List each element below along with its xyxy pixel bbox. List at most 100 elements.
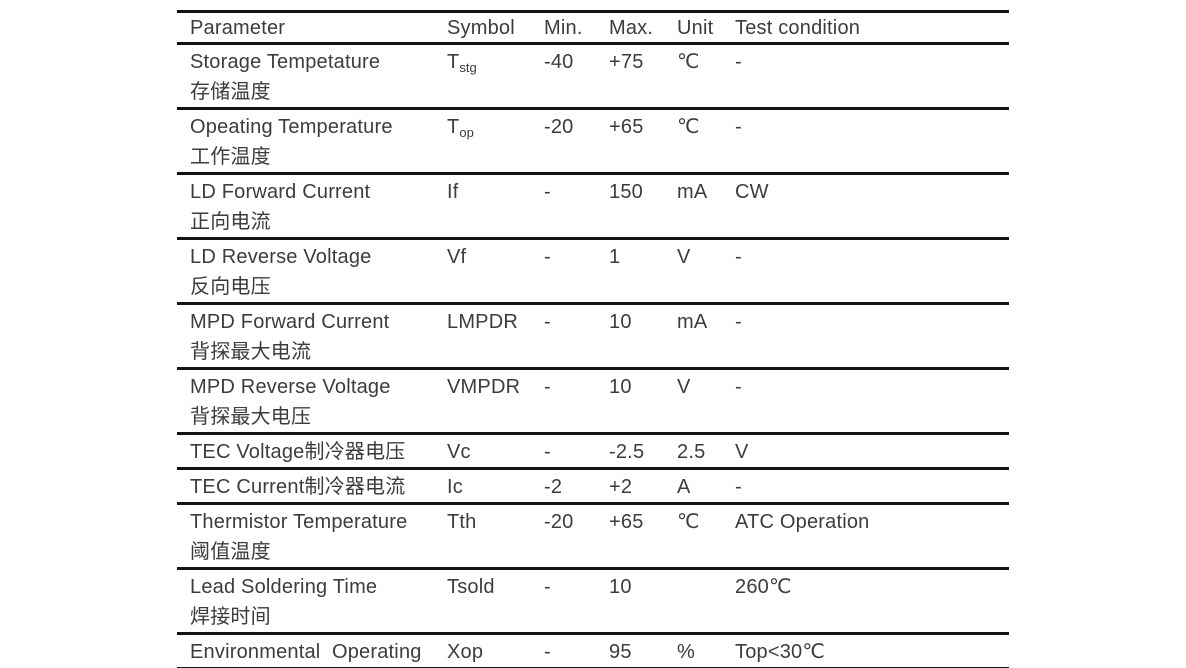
parameter-cell: MPD Forward Current 背探最大电流 xyxy=(177,303,447,370)
column-header: Symbol xyxy=(447,11,544,45)
parameter-name-en: Thermistor Temperature xyxy=(190,511,408,533)
min-cell: -2 xyxy=(544,468,609,505)
symbol-cell: If xyxy=(447,173,544,240)
unit-cell: V xyxy=(677,238,735,305)
test-condition-cell: V xyxy=(735,433,1009,470)
table-row: MPD Reverse Voltage 背探最大电压 VMPDR - 10 V … xyxy=(177,368,1009,435)
parameter-cell: Lead Soldering Time 焊接时间 xyxy=(177,568,447,635)
max-cell: 10 xyxy=(609,303,677,370)
column-header: Min. xyxy=(544,11,609,45)
parameter-name-cn: 工作温度 xyxy=(190,146,271,168)
symbol-subscript: op xyxy=(459,125,474,140)
max-cell: 95 xyxy=(609,633,677,668)
parameter-cell: MPD Reverse Voltage 背探最大电压 xyxy=(177,368,447,435)
min-cell: -20 xyxy=(544,108,609,175)
parameter-cell: Storage Tempetature 存储温度 xyxy=(177,43,447,110)
parameter-cell: LD Reverse Voltage 反向电压 xyxy=(177,238,447,305)
unit-cell: ℃ xyxy=(677,108,735,175)
symbol-main: Vc xyxy=(447,441,471,463)
table-row: Storage Tempetature 存储温度 Tstg -40 +75 ℃ … xyxy=(177,43,1009,110)
symbol-subscript: stg xyxy=(459,60,477,75)
parameter-name-en: TEC Voltage制冷器电压 xyxy=(190,441,406,463)
min-cell: - xyxy=(544,173,609,240)
header-row: Parameter Symbol Min. Max. Unit Test conditio… xyxy=(177,11,1009,45)
symbol-main: If xyxy=(447,181,459,203)
symbol-cell: Vc xyxy=(447,433,544,470)
unit-cell: ℃ xyxy=(677,43,735,110)
parameter-name-en: Environmental Operating xyxy=(190,641,422,663)
max-cell: -2.5 xyxy=(609,433,677,470)
symbol-cell: Xop xyxy=(447,633,544,668)
test-condition-cell: - xyxy=(735,468,1009,505)
symbol-cell: Tsold xyxy=(447,568,544,635)
parameter-cell: TEC Voltage制冷器电压 xyxy=(177,433,447,470)
parameter-name-en: LD Reverse Voltage xyxy=(190,246,372,268)
column-header: Parameter xyxy=(177,11,447,45)
table-row: LD Forward Current 正向电流 If - 150 mA CW xyxy=(177,173,1009,240)
table-row: LD Reverse Voltage 反向电压 Vf - 1 V - xyxy=(177,238,1009,305)
parameter-name-cn: 阈值温度 xyxy=(190,541,271,563)
absolute-maximum-ratings-table: Parameter Symbol Min. Max. Unit Test conditio… xyxy=(177,10,1009,668)
test-condition-cell: - xyxy=(735,303,1009,370)
min-cell: - xyxy=(544,433,609,470)
parameter-cell: LD Forward Current 正向电流 xyxy=(177,173,447,240)
table-row: MPD Forward Current 背探最大电流 LMPDR - 10 mA… xyxy=(177,303,1009,370)
symbol-cell: Top xyxy=(447,108,544,175)
parameter-name-en: Opeating Temperature xyxy=(190,116,393,138)
symbol-main: Tsold xyxy=(447,576,495,598)
parameter-cell: Thermistor Temperature 阈值温度 xyxy=(177,503,447,570)
test-condition-cell: - xyxy=(735,368,1009,435)
table-body: Storage Tempetature 存储温度 Tstg -40 +75 ℃ … xyxy=(177,43,1009,668)
test-condition-cell: Top<30℃ xyxy=(735,633,1009,668)
parameter-name-cn: 背探最大电流 xyxy=(190,341,312,363)
parameter-cell: Environmental Operating xyxy=(177,633,447,668)
min-cell: - xyxy=(544,633,609,668)
symbol-main: LMPDR xyxy=(447,311,519,333)
symbol-cell: Ic xyxy=(447,468,544,505)
parameter-name-cn: 背探最大电压 xyxy=(190,406,312,428)
test-condition-cell: CW xyxy=(735,173,1009,240)
parameter-cell: Opeating Temperature 工作温度 xyxy=(177,108,447,175)
symbol-cell: Tstg xyxy=(447,43,544,110)
min-cell: - xyxy=(544,368,609,435)
parameter-name-en: TEC Current制冷器电流 xyxy=(190,476,406,498)
table-row: Environmental Operating Xop - 95 % Top<3… xyxy=(177,633,1009,668)
symbol-cell: VMPDR xyxy=(447,368,544,435)
unit-cell: V xyxy=(677,368,735,435)
test-condition-cell: 260℃ xyxy=(735,568,1009,635)
symbol-main: Tth xyxy=(447,511,477,533)
unit-cell: % xyxy=(677,633,735,668)
max-cell: 1 xyxy=(609,238,677,305)
table-row: Lead Soldering Time 焊接时间 Tsold - 10 260℃ xyxy=(177,568,1009,635)
min-cell: -40 xyxy=(544,43,609,110)
max-cell: 10 xyxy=(609,568,677,635)
min-cell: - xyxy=(544,238,609,305)
symbol-main: Xop xyxy=(447,641,484,663)
min-cell: - xyxy=(544,568,609,635)
max-cell: +65 xyxy=(609,108,677,175)
unit-cell: 2.5 xyxy=(677,433,735,470)
parameter-name-en: Lead Soldering Time xyxy=(190,576,378,598)
parameter-name-cn: 反向电压 xyxy=(190,276,271,298)
table-row: TEC Current制冷器电流 Ic -2 +2 A - xyxy=(177,468,1009,505)
max-cell: +2 xyxy=(609,468,677,505)
column-header: Unit xyxy=(677,11,735,45)
parameter-name-cn: 存储温度 xyxy=(190,81,271,103)
max-cell: 10 xyxy=(609,368,677,435)
table-row: TEC Voltage制冷器电压 Vc - -2.5 2.5 V xyxy=(177,433,1009,470)
symbol-main: VMPDR xyxy=(447,376,521,398)
max-cell: +75 xyxy=(609,43,677,110)
parameter-name-en: Storage Tempetature xyxy=(190,51,381,73)
unit-cell xyxy=(677,568,735,635)
unit-cell: mA xyxy=(677,303,735,370)
parameter-name-en: MPD Reverse Voltage xyxy=(190,376,391,398)
test-condition-cell: - xyxy=(735,108,1009,175)
symbol-cell: LMPDR xyxy=(447,303,544,370)
parameter-name-cn: 焊接时间 xyxy=(190,606,271,628)
table-row: Opeating Temperature 工作温度 Top -20 +65 ℃ … xyxy=(177,108,1009,175)
table-row: Thermistor Temperature 阈值温度 Tth -20 +65 … xyxy=(177,503,1009,570)
symbol-main: T xyxy=(447,116,460,138)
max-cell: 150 xyxy=(609,173,677,240)
test-condition-cell: ATC Operation xyxy=(735,503,1009,570)
